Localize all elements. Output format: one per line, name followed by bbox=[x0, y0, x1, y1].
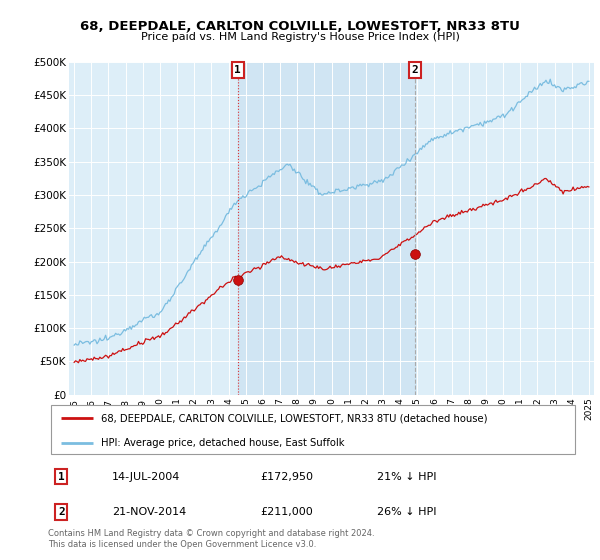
Text: 21% ↓ HPI: 21% ↓ HPI bbox=[377, 472, 437, 482]
Text: Price paid vs. HM Land Registry's House Price Index (HPI): Price paid vs. HM Land Registry's House … bbox=[140, 32, 460, 43]
Text: 14-JUL-2004: 14-JUL-2004 bbox=[112, 472, 180, 482]
Text: 1: 1 bbox=[235, 66, 241, 75]
Text: Contains HM Land Registry data © Crown copyright and database right 2024.
This d: Contains HM Land Registry data © Crown c… bbox=[48, 529, 374, 549]
Text: HPI: Average price, detached house, East Suffolk: HPI: Average price, detached house, East… bbox=[101, 438, 344, 448]
Text: 26% ↓ HPI: 26% ↓ HPI bbox=[377, 507, 437, 517]
FancyBboxPatch shape bbox=[50, 405, 575, 454]
Text: 68, DEEPDALE, CARLTON COLVILLE, LOWESTOFT, NR33 8TU: 68, DEEPDALE, CARLTON COLVILLE, LOWESTOF… bbox=[80, 20, 520, 32]
Text: 1: 1 bbox=[58, 472, 65, 482]
Text: 68, DEEPDALE, CARLTON COLVILLE, LOWESTOFT, NR33 8TU (detached house): 68, DEEPDALE, CARLTON COLVILLE, LOWESTOF… bbox=[101, 413, 488, 423]
Text: £211,000: £211,000 bbox=[260, 507, 313, 517]
Text: 2: 2 bbox=[412, 66, 418, 75]
Text: 21-NOV-2014: 21-NOV-2014 bbox=[112, 507, 186, 517]
Bar bbox=[238, 62, 415, 395]
Text: £172,950: £172,950 bbox=[260, 472, 313, 482]
Text: 2: 2 bbox=[58, 507, 65, 517]
